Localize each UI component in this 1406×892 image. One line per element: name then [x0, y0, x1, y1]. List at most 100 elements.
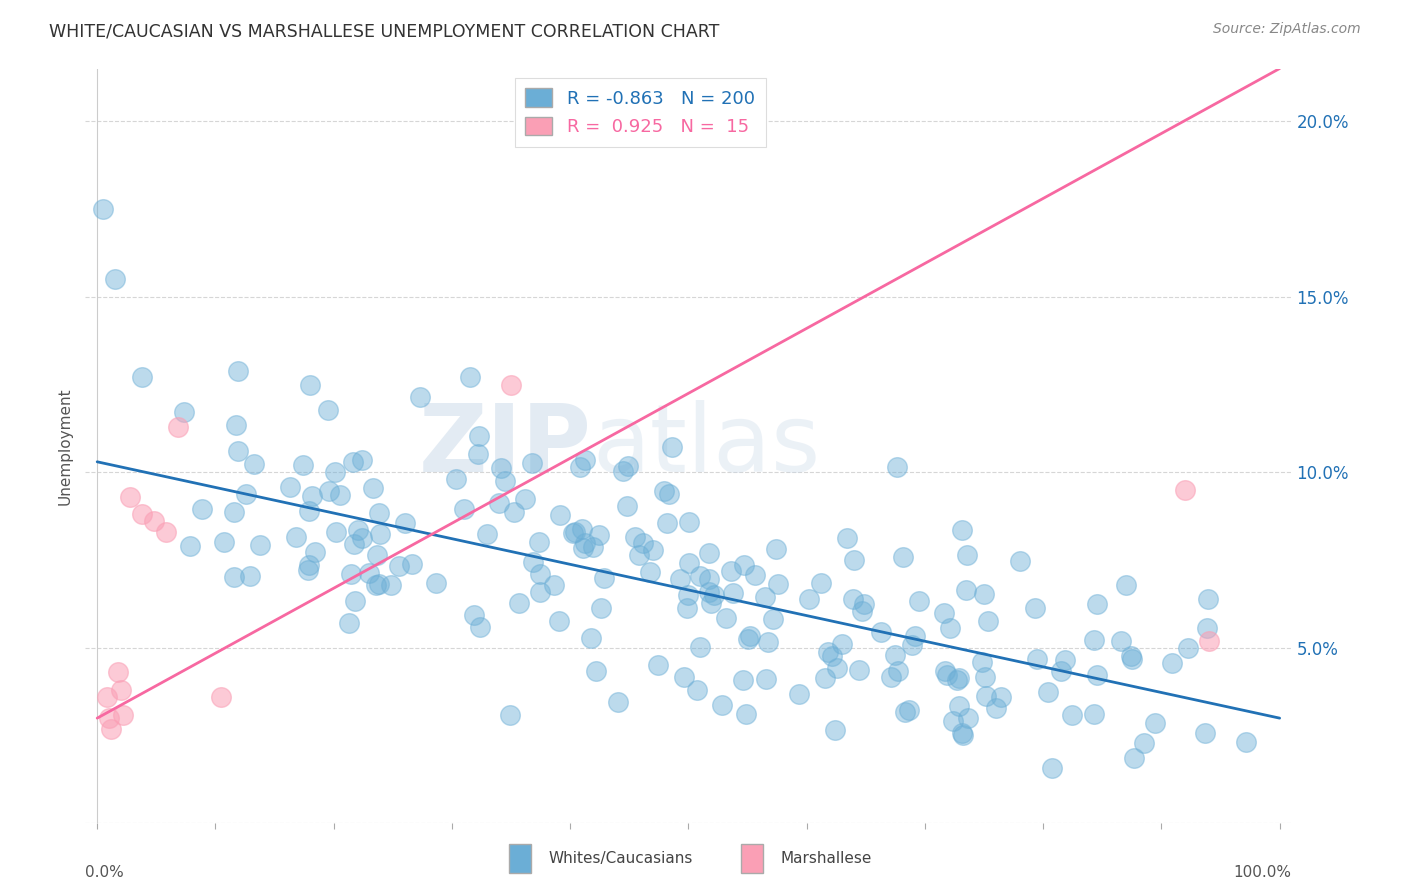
Point — [561, 525, 583, 540]
Point — [703, 589, 725, 603]
Point — [249, 538, 271, 552]
Text: 100.0%: 100.0% — [1233, 865, 1292, 880]
Point — [689, 569, 711, 583]
Point — [1122, 751, 1144, 765]
Point — [339, 566, 361, 581]
Point — [543, 578, 565, 592]
Point — [1083, 633, 1105, 648]
Point — [1234, 735, 1257, 749]
Point — [835, 531, 858, 545]
Point — [697, 585, 720, 599]
Point — [243, 457, 266, 471]
Point — [131, 508, 153, 522]
Point — [1040, 761, 1063, 775]
Point — [107, 665, 129, 680]
Point — [945, 673, 967, 687]
Point — [810, 575, 832, 590]
Point — [463, 608, 485, 623]
Point — [734, 707, 756, 722]
Text: 0.0%: 0.0% — [86, 865, 124, 880]
Point — [714, 611, 737, 625]
Point — [120, 490, 142, 504]
Point — [323, 465, 346, 479]
Point — [409, 390, 432, 404]
Point — [173, 405, 195, 419]
Point — [1115, 578, 1137, 592]
Point — [956, 549, 979, 563]
Point — [721, 586, 744, 600]
Point — [235, 487, 257, 501]
Point — [98, 711, 121, 725]
Y-axis label: Unemployment: Unemployment — [58, 387, 72, 505]
Point — [977, 614, 1000, 628]
Point — [852, 597, 875, 611]
Point — [347, 523, 370, 537]
Point — [1197, 621, 1219, 635]
Point — [224, 505, 246, 519]
Point — [686, 683, 709, 698]
Point — [939, 621, 962, 635]
Point — [550, 508, 572, 523]
Point — [883, 648, 905, 662]
Point — [366, 578, 388, 592]
Point — [564, 524, 586, 539]
Point — [655, 516, 678, 530]
Point — [212, 535, 235, 549]
Point — [209, 690, 232, 704]
Point — [733, 558, 755, 572]
Point — [932, 606, 955, 620]
Point — [952, 728, 974, 742]
Point — [814, 672, 837, 686]
Point — [508, 596, 530, 610]
Point — [820, 648, 842, 663]
Point — [91, 202, 114, 216]
Point — [366, 548, 388, 562]
Point — [520, 456, 543, 470]
Point — [901, 638, 924, 652]
Point — [616, 500, 638, 514]
Point — [350, 452, 373, 467]
Point — [974, 689, 997, 703]
Text: ZIP: ZIP — [419, 400, 592, 492]
Point — [1174, 483, 1197, 497]
Point — [361, 481, 384, 495]
Point — [104, 272, 127, 286]
Point — [179, 539, 201, 553]
Text: Source: ZipAtlas.com: Source: ZipAtlas.com — [1213, 22, 1361, 37]
Point — [522, 555, 544, 569]
Point — [380, 578, 402, 592]
Point — [974, 670, 997, 684]
Point — [756, 635, 779, 649]
Point — [678, 515, 700, 529]
Point — [893, 549, 915, 564]
Point — [299, 377, 322, 392]
Point — [588, 528, 610, 542]
Point — [744, 568, 766, 582]
Point — [700, 596, 723, 610]
Point — [494, 474, 516, 488]
Point — [669, 573, 692, 587]
Point — [936, 668, 959, 682]
Point — [110, 683, 132, 698]
Point — [503, 505, 526, 519]
Point — [467, 447, 489, 461]
Point — [301, 489, 323, 503]
Point — [886, 665, 908, 679]
Point — [100, 722, 122, 736]
Point — [762, 612, 785, 626]
Point — [1026, 652, 1049, 666]
Point — [661, 441, 683, 455]
Point — [766, 577, 789, 591]
Point — [337, 615, 360, 630]
Point — [513, 492, 536, 507]
Point — [155, 524, 177, 539]
Point — [612, 464, 634, 478]
Point — [1177, 640, 1199, 655]
Point — [579, 632, 602, 646]
Text: Whites/Caucasians: Whites/Caucasians — [548, 851, 693, 865]
Point — [574, 453, 596, 467]
Point — [934, 665, 956, 679]
Point — [1194, 725, 1216, 739]
Point — [592, 571, 614, 585]
Point — [955, 582, 977, 597]
